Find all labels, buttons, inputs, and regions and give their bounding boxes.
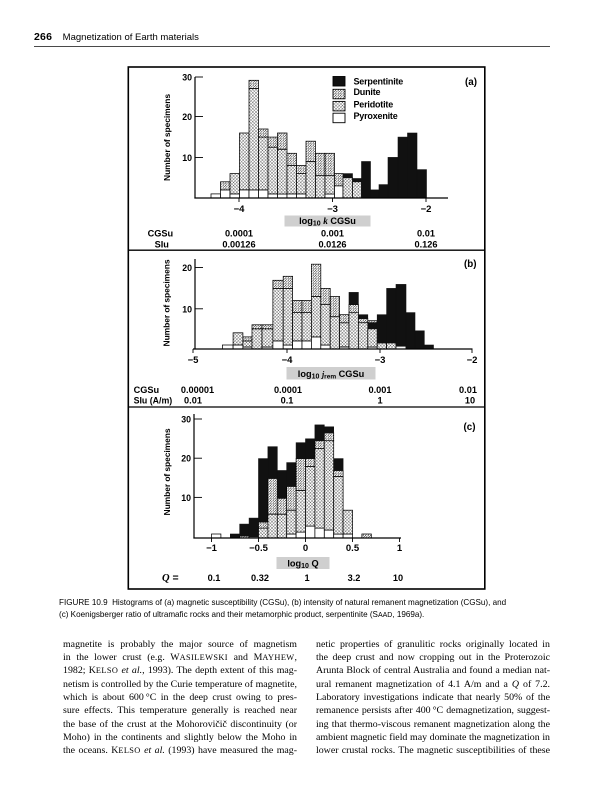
svg-text:10: 10 [465, 395, 475, 405]
svg-text:−4: −4 [234, 204, 246, 215]
svg-text:log10 jrem CGSu: log10 jrem CGSu [298, 369, 364, 381]
svg-text:log10 Q: log10 Q [287, 559, 318, 571]
svg-text:10: 10 [393, 573, 403, 583]
svg-text:CGSu: CGSu [134, 385, 160, 395]
svg-text:Number of specimens: Number of specimens [162, 428, 172, 515]
svg-text:0.00001: 0.00001 [181, 385, 214, 395]
svg-text:0.1: 0.1 [208, 573, 221, 583]
svg-text:0.1: 0.1 [281, 395, 294, 405]
svg-text:−1: −1 [206, 543, 218, 554]
svg-text:0.01: 0.01 [417, 228, 435, 238]
svg-text:−3: −3 [375, 355, 386, 366]
svg-text:0.01: 0.01 [459, 385, 477, 395]
svg-text:(b): (b) [464, 259, 477, 270]
svg-text:10: 10 [181, 493, 191, 503]
svg-text:−3: −3 [327, 204, 338, 215]
svg-text:0.32: 0.32 [251, 573, 269, 583]
svg-text:1: 1 [377, 395, 382, 405]
svg-text:1: 1 [397, 543, 403, 554]
svg-text:Q =: Q = [162, 572, 179, 584]
svg-text:Number of specimens: Number of specimens [162, 259, 172, 346]
svg-text:(a): (a) [465, 77, 477, 88]
svg-text:30: 30 [182, 73, 192, 83]
svg-text:0.001: 0.001 [369, 385, 392, 395]
svg-text:0.126: 0.126 [415, 240, 438, 250]
svg-text:Pyroxenite: Pyroxenite [354, 111, 398, 121]
svg-text:Dunite: Dunite [354, 87, 381, 97]
svg-text:Peridotite: Peridotite [354, 100, 394, 110]
svg-text:SIu: SIu [155, 240, 169, 250]
svg-text:−2: −2 [467, 355, 478, 366]
svg-text:20: 20 [181, 454, 191, 464]
svg-text:0.0001: 0.0001 [225, 228, 253, 238]
svg-text:3.2: 3.2 [348, 573, 361, 583]
svg-text:30: 30 [181, 415, 191, 425]
svg-text:(c): (c) [464, 422, 476, 433]
svg-text:0.5: 0.5 [346, 543, 360, 554]
svg-text:Number of specimens: Number of specimens [162, 94, 172, 181]
svg-text:10: 10 [182, 304, 192, 314]
svg-text:20: 20 [182, 112, 192, 122]
svg-text:−5: −5 [188, 355, 200, 366]
svg-text:0.0126: 0.0126 [318, 240, 346, 250]
svg-text:−0.5: −0.5 [249, 543, 268, 554]
svg-text:CGSu: CGSu [148, 228, 174, 238]
svg-text:log10 k CGSu: log10 k CGSu [299, 216, 356, 228]
svg-text:0: 0 [303, 543, 308, 554]
svg-text:0.0001: 0.0001 [274, 385, 302, 395]
svg-text:0.00126: 0.00126 [222, 240, 255, 250]
svg-text:−4: −4 [282, 355, 294, 366]
svg-text:0.001: 0.001 [321, 228, 344, 238]
svg-text:Serpentinite: Serpentinite [354, 77, 404, 87]
svg-text:10: 10 [182, 153, 192, 163]
svg-text:SIu (A/m): SIu (A/m) [134, 395, 173, 405]
svg-text:0.01: 0.01 [184, 395, 202, 405]
svg-text:20: 20 [182, 263, 192, 273]
svg-text:−2: −2 [421, 204, 432, 215]
svg-text:1: 1 [304, 573, 309, 583]
